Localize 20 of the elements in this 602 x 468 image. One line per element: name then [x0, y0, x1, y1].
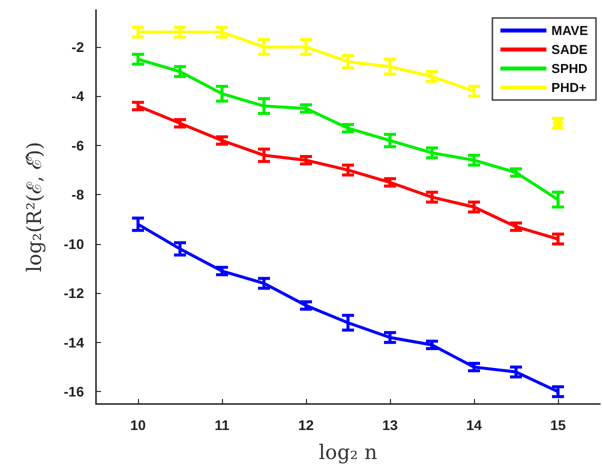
x-tick-label: 11: [214, 417, 230, 433]
x-tick-label: 10: [130, 417, 146, 433]
y-tick-label: -8: [72, 186, 84, 203]
x-tick-label: 14: [466, 417, 482, 433]
y-tick-label: -2: [72, 38, 84, 55]
legend-label: PHD+: [551, 80, 587, 95]
legend-label: MAVE: [551, 23, 588, 38]
x-tick-label: 12: [298, 417, 314, 433]
legend-label: SPHD: [551, 61, 588, 76]
x-tick-label: 15: [550, 417, 566, 433]
y-tick-label: -16: [64, 384, 84, 400]
y-tick-label: -12: [64, 285, 84, 302]
y-tick-label: -14: [64, 334, 84, 350]
x-axis-title: log₂ n: [318, 440, 378, 464]
y-axis-title: log₂(R²(ℰ, ℰ̂)): [22, 142, 46, 272]
x-tick-label: 13: [382, 417, 398, 433]
y-tick-label: -10: [64, 236, 84, 252]
y-tick-label: -6: [72, 137, 84, 154]
y-tick-label: -4: [72, 88, 84, 104]
legend-label: SADE: [551, 42, 588, 57]
